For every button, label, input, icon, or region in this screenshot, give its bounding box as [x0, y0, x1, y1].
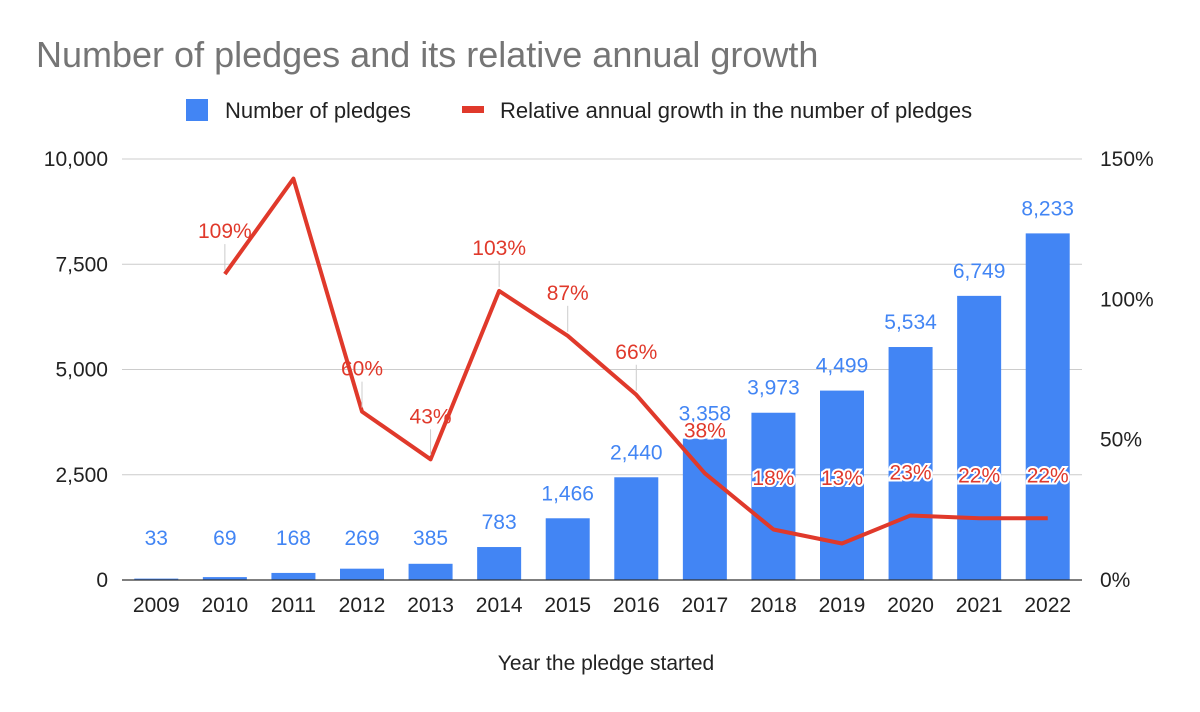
- bar-value-label: 8,233: [1021, 197, 1074, 220]
- bar-value-label: 33: [145, 527, 168, 550]
- bar: [614, 477, 659, 580]
- line-value-label: 13%: [821, 467, 863, 490]
- line-value-label: 87%: [547, 282, 589, 305]
- line-value-label: 22%: [958, 464, 1000, 487]
- y-left-tick-label: 7,500: [55, 253, 108, 276]
- line-value-label: 103%: [472, 237, 526, 260]
- x-tick-label: 2013: [407, 594, 454, 617]
- chart-title: Number of pledges and its relative annua…: [36, 34, 818, 75]
- bar: [888, 347, 933, 580]
- y-left-tick-label: 5,000: [55, 359, 108, 382]
- y-right-tick-label: 50%: [1100, 429, 1142, 452]
- legend: Number of pledges Relative annual growth…: [186, 98, 972, 123]
- bar-value-label: 6,749: [953, 260, 1006, 283]
- line-value-label: 109%: [198, 220, 252, 243]
- y-left-tick-label: 2,500: [55, 464, 108, 487]
- bar: [134, 578, 179, 580]
- bar: [408, 563, 453, 580]
- bar-value-label: 168: [276, 527, 311, 550]
- x-tick-label: 2009: [133, 594, 180, 617]
- bar-value-label: 3,973: [747, 377, 800, 400]
- bar: [271, 572, 316, 580]
- line-value-label: 18%: [752, 467, 794, 490]
- x-tick-label: 2010: [201, 594, 248, 617]
- bar-value-label: 5,534: [884, 311, 937, 334]
- x-tick-label: 2018: [750, 594, 797, 617]
- bar-value-label: 69: [213, 527, 236, 550]
- bar: [957, 295, 1002, 580]
- bar: [1025, 233, 1070, 581]
- bar-value-label: 4,499: [816, 355, 869, 378]
- bar: [340, 568, 384, 580]
- x-tick-label: 2022: [1024, 594, 1071, 617]
- y-right-tick-label: 150%: [1100, 148, 1154, 171]
- bars: [134, 233, 1070, 581]
- legend-label-line: Relative annual growth in the number of …: [500, 98, 972, 123]
- y-right-tick-label: 0%: [1100, 569, 1130, 592]
- line-value-label: 38%: [684, 419, 726, 442]
- bar-value-label: 783: [482, 511, 517, 534]
- gridlines: [122, 158, 1082, 476]
- bar: [545, 518, 590, 580]
- line-value-label: 66%: [615, 341, 657, 364]
- axes: 0 2,500 5,000 7,500 10,000 0% 50% 100% 150% 2009 2…: [44, 148, 1154, 617]
- bar: [751, 412, 796, 580]
- legend-swatch-line: [462, 106, 484, 113]
- bar: [202, 577, 247, 580]
- x-tick-label: 2020: [887, 594, 934, 617]
- legend-swatch-bars: [186, 99, 208, 121]
- bar: [820, 390, 864, 580]
- line-value-label: 23%: [890, 461, 932, 484]
- x-tick-label: 2017: [681, 594, 728, 617]
- y-left-tick-label: 0: [96, 569, 108, 592]
- x-axis-title: Year the pledge started: [498, 652, 714, 675]
- y-right-tick-label: 100%: [1100, 288, 1154, 311]
- data-labels: 33 69 168 269 385 783 1,466 2,440 3,358 3,973 4,49…: [145, 197, 1074, 550]
- x-tick-label: 2015: [544, 594, 591, 617]
- bar-value-label: 385: [413, 527, 448, 550]
- legend-label-bars: Number of pledges: [225, 98, 411, 123]
- growth-line: [223, 176, 1048, 546]
- bar: [682, 438, 727, 580]
- bar-value-label: 2,440: [610, 441, 663, 464]
- x-tick-label: 2014: [476, 594, 523, 617]
- x-tick-label: 2016: [613, 594, 660, 617]
- y-left-tick-label: 10,000: [44, 148, 108, 171]
- bar-value-label: 269: [344, 527, 379, 550]
- growth-line-group: [223, 176, 1048, 546]
- bar: [477, 547, 522, 580]
- bar-value-label: 1,466: [541, 482, 594, 505]
- x-tick-label: 2019: [819, 594, 866, 617]
- bar-value-label: 3,358: [679, 403, 732, 426]
- line-value-label: 43%: [410, 405, 452, 428]
- x-tick-label: 2011: [271, 594, 316, 617]
- line-value-label: 22%: [1027, 464, 1069, 487]
- x-tick-label: 2021: [956, 594, 1003, 617]
- line-value-label: 60%: [341, 358, 383, 381]
- x-tick-label: 2012: [339, 594, 386, 617]
